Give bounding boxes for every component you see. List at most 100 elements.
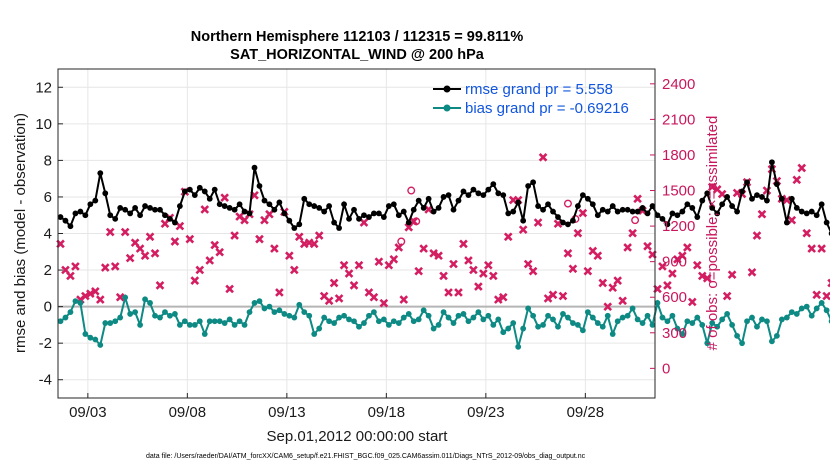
obs-assimilated-marker — [409, 217, 419, 226]
bias-point — [515, 343, 522, 350]
rmse-point — [57, 214, 64, 220]
obs-assimilated-stroke — [324, 296, 334, 306]
bias-point — [117, 314, 124, 321]
bias-point — [724, 311, 731, 317]
obs-assimilated-marker — [175, 221, 185, 231]
obs-assimilated-marker — [329, 278, 339, 288]
obs-assimilated-marker — [757, 209, 767, 219]
bias-point — [291, 314, 298, 321]
bias-point — [669, 312, 676, 319]
obs-assimilated-marker — [314, 231, 324, 240]
bias-point — [132, 309, 139, 315]
obs-assimilated-marker — [210, 240, 220, 250]
obs-assimilated-marker — [205, 256, 215, 265]
obs-assimilated-marker — [727, 270, 737, 280]
obs-assimilated-marker — [344, 269, 354, 278]
rmse-point — [778, 195, 785, 202]
obs-assimilated-marker — [90, 286, 100, 296]
obs-assimilated-marker — [797, 163, 807, 173]
obs-assimilated-marker — [503, 232, 513, 242]
bias-point — [540, 321, 546, 328]
rmse-point — [759, 194, 765, 200]
rmse-point — [629, 208, 636, 215]
obs-assimilated-stroke — [628, 228, 637, 238]
obs-assimilated-stroke — [364, 288, 374, 297]
bias-point — [783, 314, 790, 321]
obs-assimilated-stroke — [459, 239, 468, 249]
rmse-point — [719, 201, 726, 208]
obs-assimilated-stroke — [155, 281, 165, 290]
obs-possible-marker — [412, 217, 421, 226]
bias-point — [361, 320, 367, 326]
rmse-point — [749, 195, 755, 202]
rmse-point — [415, 197, 422, 204]
bias-point — [619, 314, 626, 321]
obs-assimilated-marker — [658, 262, 667, 271]
obs-assimilated-stroke — [643, 241, 652, 251]
bias-point — [167, 312, 173, 319]
bias-point — [157, 314, 163, 321]
obs-assimilated-stroke — [678, 251, 687, 261]
obs-assimilated-stroke — [140, 251, 150, 261]
bias-point — [709, 320, 716, 326]
obs-assimilated-marker — [155, 281, 165, 290]
obs-assimilated-marker — [464, 256, 473, 265]
obs-assimilated-stroke — [339, 260, 349, 270]
rmse-point — [545, 201, 551, 208]
rmse-point — [366, 214, 372, 220]
y-right-tick-label: 2400 — [662, 76, 695, 93]
obs-assimilated-stroke — [792, 175, 802, 185]
legend: rmse grand pr = 5.558 bias grand pr = -0… — [433, 81, 629, 117]
bias-point — [639, 320, 646, 326]
obs-assimilated-marker — [145, 232, 155, 242]
obs-assimilated-marker — [628, 228, 637, 238]
obs-assimilated-stroke — [588, 246, 598, 256]
obs-assimilated-marker — [687, 297, 697, 307]
rmse-point — [341, 201, 347, 208]
obs-assimilated-marker — [802, 228, 812, 238]
rmse-point — [664, 221, 671, 228]
x-tick-label: 09/08 — [169, 404, 207, 421]
rmse-point — [246, 210, 253, 217]
rmse-point — [181, 188, 188, 195]
obs-assimilated-stroke — [697, 271, 707, 281]
obs-assimilated-marker — [822, 291, 830, 301]
rmse-point — [281, 210, 288, 217]
bias-point — [102, 320, 109, 326]
bias-point — [331, 320, 338, 326]
obs-assimilated-stroke — [812, 290, 822, 300]
bias-point — [221, 320, 228, 326]
bias-point — [375, 318, 382, 325]
bias-point — [67, 309, 74, 315]
obs-assimilated-stroke — [538, 153, 548, 162]
obs-assimilated-stroke — [449, 259, 458, 269]
bias-point — [594, 320, 601, 326]
obs-possible-marker — [631, 216, 640, 225]
obs-assimilated-marker — [479, 269, 488, 278]
obs-assimilated-marker — [792, 175, 802, 185]
obs-assimilated-marker — [678, 251, 687, 261]
bias-point — [366, 312, 372, 319]
obs-assimilated-stroke — [568, 264, 578, 274]
obs-assimilated-stroke — [474, 282, 483, 291]
bias-point — [659, 314, 666, 321]
bias-point — [162, 309, 168, 315]
bias-point — [311, 331, 318, 337]
rmse-point — [137, 212, 143, 219]
obs-assimilated-stroke — [603, 302, 613, 312]
rmse-point — [420, 205, 427, 211]
obs-assimilated-stroke — [195, 265, 205, 275]
obs-assimilated-marker — [553, 219, 563, 229]
y-tick-label: 4 — [44, 226, 52, 243]
obs-assimilated-stroke — [498, 292, 508, 302]
bias-point — [112, 318, 119, 325]
bias-point — [57, 318, 64, 325]
rmse-point — [739, 188, 745, 195]
rmse-point — [495, 190, 502, 197]
obs-assimilated-stroke — [294, 232, 304, 242]
rmse-point — [754, 192, 760, 199]
bias-point — [425, 312, 432, 319]
obs-assimilated-stroke — [558, 291, 568, 301]
rmse-point — [714, 210, 721, 217]
obs-assimilated-stroke — [150, 249, 160, 258]
